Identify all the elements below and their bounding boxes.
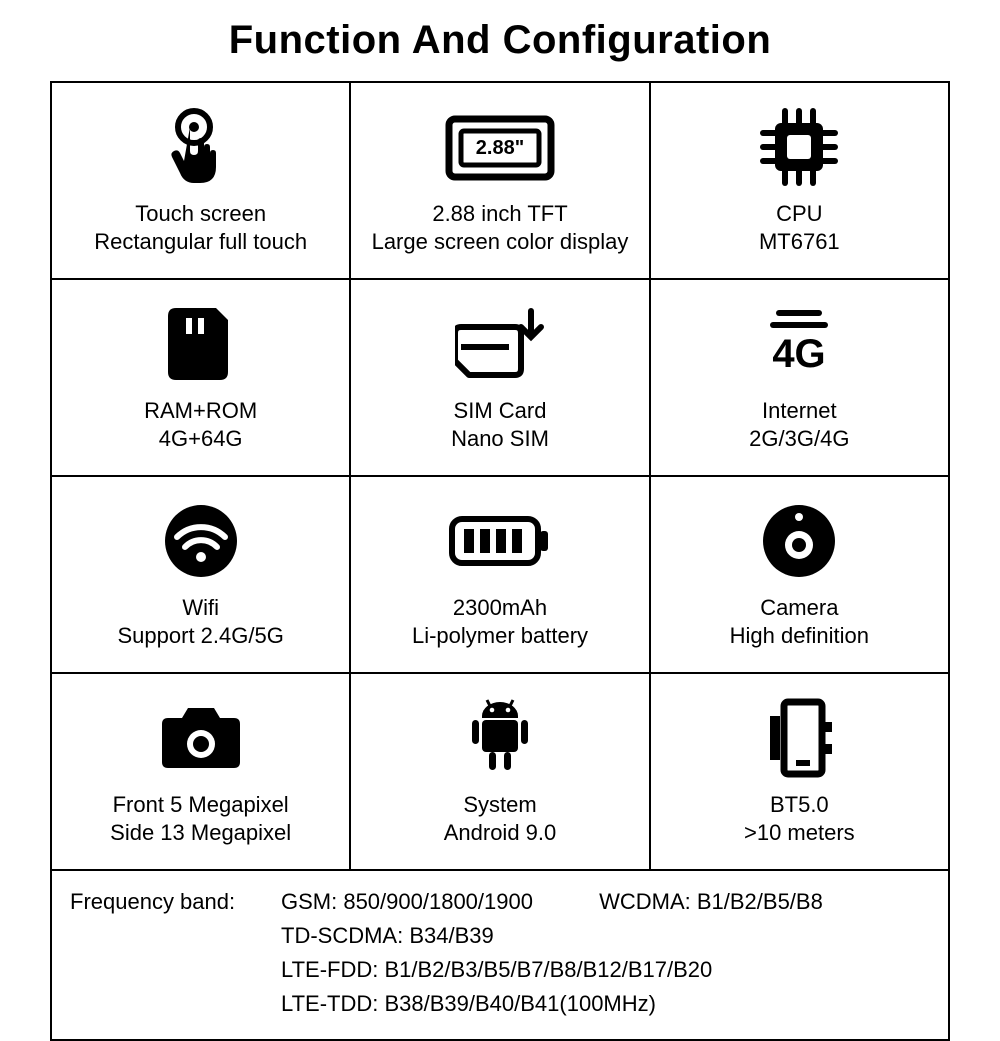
grid-row: Touch screen Rectangular full touch 2.88… [52, 83, 948, 280]
cell-touch-screen: Touch screen Rectangular full touch [52, 83, 351, 278]
display-icon: 2.88" [445, 102, 555, 192]
cell-line1: RAM+ROM [144, 397, 257, 425]
freq-ltefdd: LTE-FDD: B1/B2/B3/B5/B7/B8/B12/B17/B20 [281, 953, 823, 987]
cell-line1: BT5.0 [770, 791, 829, 819]
page-title: Function And Configuration [229, 18, 772, 63]
cell-cpu: CPU MT6761 [651, 83, 948, 278]
grid-row-frequency: Frequency band: GSM: 850/900/1800/1900 W… [52, 871, 948, 1039]
cell-line1: 2.88 inch TFT [432, 200, 567, 228]
freq-ltetdd: LTE-TDD: B38/B39/B40/B41(100MHz) [281, 987, 823, 1021]
cell-line1: Internet [762, 397, 837, 425]
freq-gsm: GSM: 850/900/1800/1900 [281, 889, 533, 914]
cell-line2: Li-polymer battery [412, 622, 588, 650]
cell-camera: Camera High definition [651, 477, 948, 672]
cell-memory: RAM+ROM 4G+64G [52, 280, 351, 475]
cell-display: 2.88" 2.88 inch TFT Large screen color d… [351, 83, 650, 278]
cell-wifi: Wifi Support 2.4G/5G [52, 477, 351, 672]
freq-wcdma: WCDMA: B1/B2/B5/B8 [599, 889, 823, 914]
cell-sim: SIM Card Nano SIM [351, 280, 650, 475]
spec-grid: Touch screen Rectangular full touch 2.88… [50, 81, 950, 1041]
cell-internet: 4G Internet 2G/3G/4G [651, 280, 948, 475]
grid-row: Front 5 Megapixel Side 13 Megapixel [52, 674, 948, 871]
cell-line2: 2G/3G/4G [749, 425, 849, 453]
cell-bluetooth: BT5.0 >10 meters [651, 674, 948, 869]
cell-line2: MT6761 [759, 228, 840, 256]
camera-lens-icon [759, 496, 839, 586]
wifi-icon [161, 496, 241, 586]
cell-line1: SIM Card [454, 397, 547, 425]
cell-system: System Android 9.0 [351, 674, 650, 869]
cell-line2: Nano SIM [451, 425, 549, 453]
cell-line1: Camera [760, 594, 838, 622]
cell-line2: High definition [730, 622, 869, 650]
freq-label: Frequency band: [70, 885, 245, 1021]
svg-text:4G: 4G [773, 332, 826, 376]
svg-text:2.88": 2.88" [476, 137, 524, 159]
cell-line2: Android 9.0 [444, 819, 557, 847]
sim-icon [455, 299, 545, 389]
cell-line2: >10 meters [744, 819, 855, 847]
frequency-block: Frequency band: GSM: 850/900/1800/1900 W… [52, 871, 948, 1039]
camera-icon [156, 693, 246, 783]
cell-line1: Touch screen [135, 200, 266, 228]
cell-line1: 2300mAh [453, 594, 547, 622]
cell-line2: Large screen color display [372, 228, 629, 256]
cell-line2: 4G+64G [159, 425, 243, 453]
cell-line2: Rectangular full touch [94, 228, 307, 256]
touch-icon [164, 102, 238, 192]
cell-line2: Support 2.4G/5G [118, 622, 284, 650]
cell-line1: CPU [776, 200, 822, 228]
cell-line2: Side 13 Megapixel [110, 819, 291, 847]
cell-line1: System [463, 791, 536, 819]
grid-row: RAM+ROM 4G+64G SIM Card Nano SIM [52, 280, 948, 477]
freq-tdscdma: TD-SCDMA: B34/B39 [281, 919, 823, 953]
bluetooth-icon [756, 693, 842, 783]
cell-megapixel: Front 5 Megapixel Side 13 Megapixel [52, 674, 351, 869]
cell-battery: 2300mAh Li-polymer battery [351, 477, 650, 672]
battery-icon [448, 496, 552, 586]
cpu-icon [757, 102, 841, 192]
cell-line1: Front 5 Megapixel [113, 791, 289, 819]
memory-icon [168, 299, 234, 389]
grid-row: Wifi Support 2.4G/5G 2300mAh Li-polymer … [52, 477, 948, 674]
net-4g-icon: 4G [749, 299, 849, 389]
cell-line1: Wifi [182, 594, 219, 622]
android-icon [465, 693, 535, 783]
